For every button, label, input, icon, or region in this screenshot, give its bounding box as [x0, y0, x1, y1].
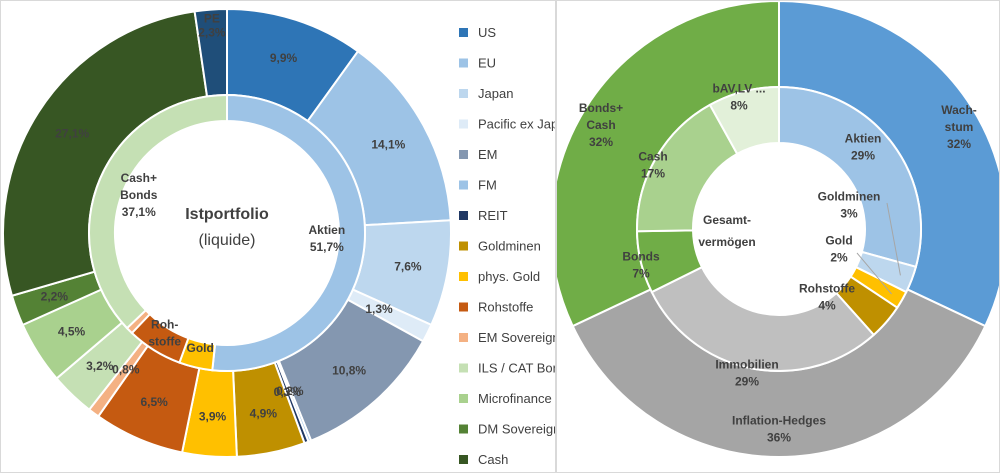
- legend-swatch: [459, 89, 468, 98]
- slice-labels: Wach-stum 32% Inflation-Hedges 36% Bonds+ Cas…: [579, 82, 977, 445]
- outer-label-japan: 7,6%: [394, 259, 422, 273]
- legend-label: Rohstoffe: [478, 300, 533, 315]
- legend-label: phys. Gold: [478, 269, 540, 284]
- legend-swatch: [459, 119, 468, 129]
- inner-label-goldminen: Goldminen 3%: [818, 190, 881, 221]
- outer-label-pacific-ex-japan: 1,3%: [365, 302, 393, 316]
- legend-swatch: [459, 272, 468, 281]
- inner-ring: [636, 85, 922, 372]
- istportfolio-chart: 9,9% 14,1% 7,6% 1,3% 10,8% 0,2%0,3% 4,9% 3,9% 6,…: [2, 7, 556, 467]
- legend-label: Cash: [478, 452, 508, 467]
- legend-label: US: [478, 25, 496, 40]
- leader-line: [856, 252, 892, 295]
- legend-swatch: [459, 241, 468, 251]
- legend-label: Japan: [478, 86, 513, 101]
- outer-label-us: 9,9%: [270, 51, 298, 65]
- legend-item-dm-sovereigns: DM Sovereigns: [459, 422, 556, 437]
- legend-item-cash: Cash: [459, 452, 508, 467]
- chart-subtitle: (liquide): [199, 232, 256, 249]
- legend-item-japan: Japan: [459, 86, 513, 101]
- legend-item-goldminen: Goldminen: [459, 239, 541, 254]
- inner-slice-bav-lv: [708, 85, 780, 156]
- outer-label-inflation-hedges: Inflation-Hedges 36%: [732, 414, 826, 445]
- legend-label: ILS / CAT Bonds: [478, 361, 556, 376]
- outer-label-ils-cat-bonds: 3,2%: [86, 359, 114, 373]
- legend-item-em: EM: [459, 147, 498, 162]
- legend-label: FM: [478, 178, 497, 193]
- legend-label: Pacific ex Japan: [478, 117, 556, 132]
- outer-label-bonds-cash: Bonds+ Cash 32%: [579, 101, 623, 149]
- legend-item-rohstoffe: Rohstoffe: [459, 300, 533, 315]
- gesamtvermoegen-chart: Wach-stum 32% Inflation-Hedges 36% Bonds+ Cas…: [557, 1, 999, 458]
- outer-label-cash: 27,1%: [55, 127, 89, 141]
- outer-label-phys-gold: 3,9%: [199, 409, 227, 423]
- legend-item-phys-gold: phys. Gold: [459, 269, 540, 284]
- outer-label-goldminen: 4,9%: [250, 406, 278, 420]
- inner-label-gold: Gold: [187, 341, 214, 355]
- inner-label-aktien: Aktien 29%: [845, 132, 882, 163]
- legend-item-pacific-ex-japan: Pacific ex Japan: [459, 117, 556, 132]
- inner-label-gold: Gold 2%: [825, 234, 852, 265]
- legend-swatch: [459, 211, 468, 220]
- gesamtvermoegen-chart-panel: Wach-stum 32% Inflation-Hedges 36% Bonds+ Cas…: [556, 0, 1000, 473]
- leader-lines: [856, 202, 901, 295]
- legend-item-microfinance: Microfinance: [459, 391, 552, 406]
- chart-title: Istportfolio: [185, 206, 269, 223]
- inner-label-bonds: Bonds 7%: [622, 250, 660, 281]
- inner-label-rohstoffe: Rohstoffe 4%: [799, 282, 855, 313]
- legend-item-em-sovereigns: EM Sovereigns: [459, 330, 556, 345]
- inner-label-cash: Cash 17%: [638, 150, 667, 181]
- outer-label-rohstoffe: 6,5%: [141, 395, 169, 409]
- legend-swatch: [459, 455, 468, 464]
- outer-label-microfinance: 4,5%: [58, 324, 86, 338]
- inner-slice-cash-bonds: [88, 93, 228, 330]
- inner-slice-aktien: [778, 85, 922, 269]
- legend-swatch: [459, 333, 468, 342]
- inner-label-immobilien: Immobilien 29%: [715, 358, 778, 389]
- legend-label: EM Sovereigns: [478, 330, 556, 345]
- inner-label-bav-lv: bAV,LV ... 8%: [712, 82, 765, 113]
- outer-label-wach-stum: Wach-stum 32%: [941, 103, 977, 151]
- legend-swatch: [459, 150, 468, 159]
- inner-label-aktien: Aktien 51,7%: [309, 223, 346, 254]
- legend-label: REIT: [478, 208, 508, 223]
- leader-line: [886, 202, 901, 276]
- legend: US EU Japan Pacific ex Japan EM FM REIT Goldmin…: [459, 25, 556, 467]
- legend-swatch: [459, 363, 468, 373]
- legend-label: EM: [478, 147, 498, 162]
- outer-label-dm-sovereigns: 2,2%: [41, 290, 69, 304]
- legend-item-eu: EU: [459, 56, 496, 71]
- outer-label-em-sovereigns: 0,8%: [112, 363, 140, 377]
- chart-title: Gesamt-vermögen: [698, 213, 755, 249]
- inner-slice-immobilien: [650, 265, 876, 372]
- inner-label-roh-stoffe: Roh-stoffe: [148, 318, 181, 349]
- legend-item-ils-cat-bonds: ILS / CAT Bonds: [459, 361, 556, 376]
- legend-item-reit: REIT: [459, 208, 508, 223]
- legend-swatch: [459, 424, 468, 434]
- legend-label: DM Sovereigns: [478, 422, 556, 437]
- legend-swatch: [459, 180, 468, 190]
- slice-labels: 9,9% 14,1% 7,6% 1,3% 10,8% 0,2%0,3% 4,9% 3,9% 6,…: [41, 12, 422, 424]
- legend-swatch: [459, 394, 468, 403]
- outer-label-pe: PE 2,3%: [198, 12, 226, 40]
- outer-label-fm: 0,2%: [276, 384, 304, 398]
- legend-label: Microfinance: [478, 391, 552, 406]
- outer-label-reit: 0,3%: [274, 385, 302, 399]
- inner-ring: [88, 93, 366, 372]
- legend-item-fm: FM: [459, 178, 497, 193]
- legend-label: Goldminen: [478, 239, 541, 254]
- outer-ring: [2, 7, 452, 458]
- outer-label-em: 10,8%: [332, 364, 366, 378]
- legend-label: EU: [478, 56, 496, 71]
- legend-swatch: [459, 28, 468, 37]
- outer-label-eu: 14,1%: [371, 138, 405, 152]
- inner-label-cash-bonds: Cash+ Bonds 37,1%: [120, 171, 158, 219]
- legend-swatch: [459, 58, 468, 68]
- chart-title-text: Gesamt-vermögen: [698, 213, 755, 249]
- outer-ring: [557, 1, 999, 458]
- legend-item-us: US: [459, 25, 496, 40]
- legend-swatch: [459, 302, 468, 312]
- istportfolio-chart-panel: 9,9% 14,1% 7,6% 1,3% 10,8% 0,2% 0,3% 4,9% 3,9% 6,…: [0, 0, 556, 473]
